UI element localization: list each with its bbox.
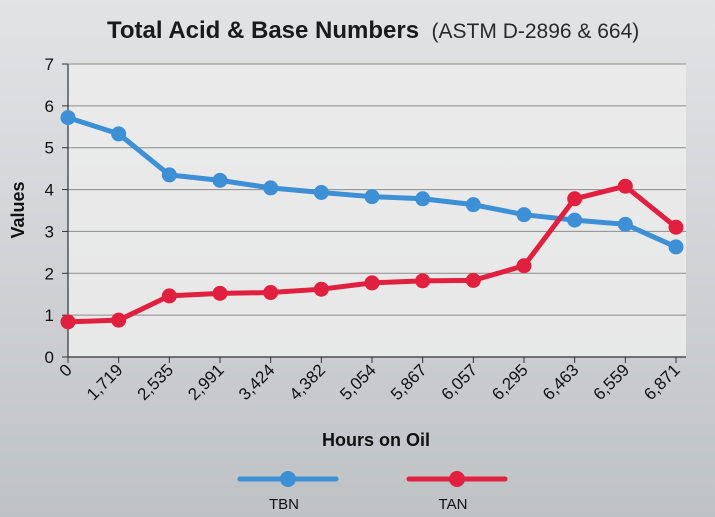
chart-subtitle: (ASTM D-2896 & 664) bbox=[432, 20, 640, 43]
x-axis-title: Hours on Oil bbox=[322, 430, 430, 450]
data-point-tbn bbox=[313, 185, 329, 201]
data-point-tan bbox=[415, 273, 431, 289]
y-tick-label: 1 bbox=[45, 306, 54, 325]
data-point-tbn bbox=[617, 216, 633, 232]
data-point-tbn bbox=[161, 167, 177, 183]
y-tick-label: 7 bbox=[45, 55, 54, 74]
y-axis-title: Values bbox=[8, 181, 28, 238]
data-point-tbn bbox=[567, 212, 583, 228]
data-point-tbn bbox=[415, 191, 431, 207]
y-tick-label: 4 bbox=[45, 181, 54, 200]
data-point-tan bbox=[60, 314, 76, 330]
chart-title: Total Acid & Base Numbers (ASTM D-2896 &… bbox=[107, 17, 639, 44]
data-point-tan bbox=[364, 275, 380, 291]
y-tick-label: 5 bbox=[45, 139, 54, 158]
data-point-tbn bbox=[668, 239, 684, 255]
y-tick-label: 0 bbox=[45, 348, 54, 367]
legend-marker-tan bbox=[449, 471, 465, 487]
data-point-tan bbox=[263, 285, 279, 301]
data-point-tan bbox=[668, 219, 684, 235]
legend-marker-tbn bbox=[280, 471, 296, 487]
data-point-tan bbox=[161, 288, 177, 304]
gridlines bbox=[62, 63, 686, 358]
data-point-tan bbox=[567, 191, 583, 207]
y-tick-labels: 0 1 2 3 4 5 6 7 bbox=[45, 55, 54, 367]
data-point-tan bbox=[313, 281, 329, 297]
y-tick-label: 2 bbox=[45, 264, 54, 283]
data-point-tan bbox=[111, 312, 127, 328]
data-point-tbn bbox=[60, 110, 76, 126]
data-point-tbn bbox=[516, 207, 532, 223]
data-point-tbn bbox=[263, 180, 279, 196]
data-point-tbn bbox=[465, 197, 481, 213]
legend: TBN TAN bbox=[237, 471, 508, 513]
data-point-tbn bbox=[364, 189, 380, 205]
y-tick-label: 6 bbox=[45, 97, 54, 116]
series bbox=[60, 110, 684, 330]
legend-label-tan: TAN bbox=[439, 496, 468, 513]
data-point-tan bbox=[465, 272, 481, 288]
data-point-tan bbox=[212, 285, 228, 301]
chart-title-main: Total Acid & Base Numbers bbox=[107, 17, 419, 44]
data-point-tan bbox=[516, 258, 532, 274]
plot-area bbox=[68, 64, 686, 357]
data-point-tbn bbox=[212, 172, 228, 188]
data-point-tbn bbox=[111, 126, 127, 142]
data-point-tan bbox=[617, 178, 633, 194]
y-tick-label: 3 bbox=[45, 222, 54, 241]
legend-label-tbn: TBN bbox=[269, 496, 299, 513]
